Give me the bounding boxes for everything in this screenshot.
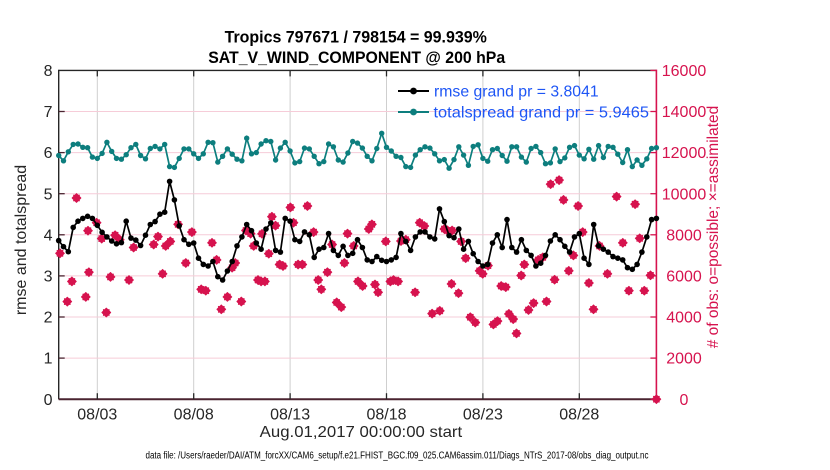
svg-text:3: 3 xyxy=(44,269,53,286)
svg-text:0: 0 xyxy=(680,392,689,409)
svg-text:6000: 6000 xyxy=(666,269,702,286)
svg-text:08/18: 08/18 xyxy=(366,407,406,424)
svg-text:10000: 10000 xyxy=(662,186,707,203)
svg-text:08/03: 08/03 xyxy=(77,407,117,424)
svg-text:08/13: 08/13 xyxy=(270,407,310,424)
svg-text:8: 8 xyxy=(44,63,53,80)
svg-text:6: 6 xyxy=(44,145,53,162)
svg-text:rmse and totalspread: rmse and totalspread xyxy=(13,165,30,315)
svg-text:Aug.01,2017 00:00:00 start: Aug.01,2017 00:00:00 start xyxy=(260,424,463,441)
svg-text:2000: 2000 xyxy=(666,351,702,368)
svg-text:16000: 16000 xyxy=(662,63,707,80)
svg-text:7: 7 xyxy=(44,104,53,121)
svg-text:1: 1 xyxy=(44,351,53,368)
svg-text:08/28: 08/28 xyxy=(559,407,599,424)
svg-text:8000: 8000 xyxy=(666,227,702,244)
svg-text:4: 4 xyxy=(44,227,53,244)
svg-text:5: 5 xyxy=(44,186,53,203)
svg-text:12000: 12000 xyxy=(662,145,707,162)
svg-text:08/08: 08/08 xyxy=(174,407,214,424)
svg-text:08/23: 08/23 xyxy=(463,407,503,424)
svg-text:0: 0 xyxy=(44,392,53,409)
svg-text:rmse grand pr = 3.8041: rmse grand pr = 3.8041 xyxy=(434,84,599,101)
svg-text:14000: 14000 xyxy=(662,104,707,121)
svg-text:Tropics 797671 / 798154 = 99.9: Tropics 797671 / 798154 = 99.939% xyxy=(225,28,488,46)
svg-text:2: 2 xyxy=(44,310,53,327)
svg-text:# of obs: o=possible; ×=assimi: # of obs: o=possible; ×=assimilated xyxy=(705,106,722,349)
svg-text:totalspread grand pr = 5.9465: totalspread grand pr = 5.9465 xyxy=(434,105,650,122)
svg-text:data file: /Users/raeder/DAI/A: data file: /Users/raeder/DAI/ATM_forcXX/… xyxy=(146,451,649,462)
svg-text:4000: 4000 xyxy=(666,310,702,327)
svg-text:SAT_V_WIND_COMPONENT @ 200 hPa: SAT_V_WIND_COMPONENT @ 200 hPa xyxy=(208,49,506,67)
